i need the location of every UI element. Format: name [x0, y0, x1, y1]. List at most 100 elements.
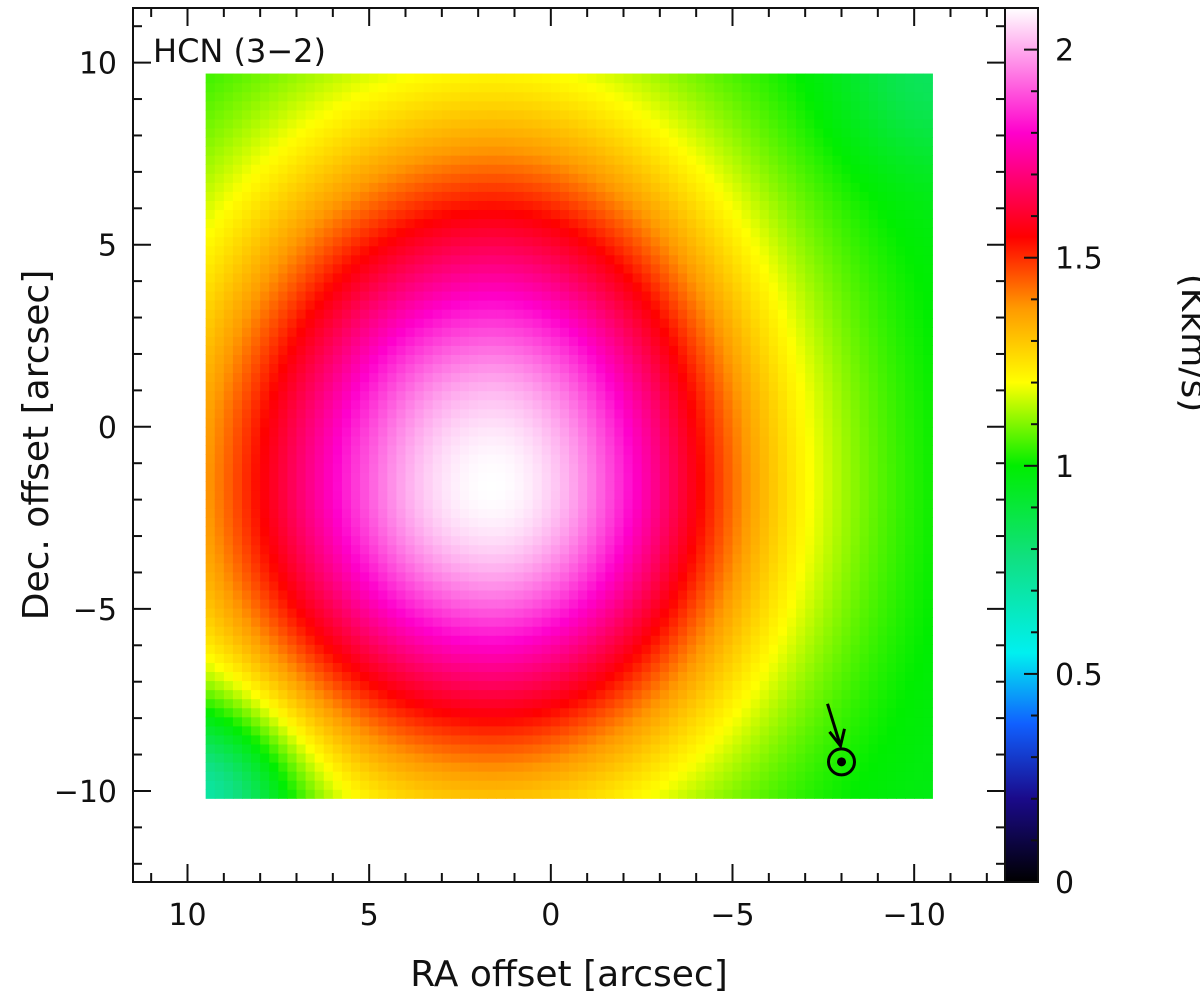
heatmap-cell [414, 136, 425, 147]
heatmap-cell [232, 553, 243, 564]
heatmap-cell [223, 553, 234, 564]
heatmap-cell [369, 535, 379, 546]
heatmap-cell [223, 254, 234, 265]
heatmap-cell [369, 182, 379, 192]
heatmap-cell [550, 417, 561, 428]
heatmap-cell [423, 454, 434, 464]
heatmap-cell [369, 254, 379, 265]
heatmap-cell [605, 345, 616, 355]
heatmap-cell [396, 617, 407, 627]
heatmap-cell [478, 526, 488, 537]
heatmap-cell [378, 598, 388, 609]
heatmap-cell [405, 118, 416, 129]
heatmap-cell [641, 635, 652, 645]
heatmap-cell [714, 164, 725, 174]
heatmap-cell [541, 236, 552, 247]
heatmap-cell [632, 109, 643, 120]
heatmap-cell [696, 109, 706, 120]
heatmap-cell [341, 553, 352, 564]
heatmap-cell [369, 526, 379, 537]
heatmap-cell [432, 626, 443, 636]
heatmap-cell [587, 109, 597, 120]
heatmap-cell [559, 526, 570, 537]
heatmap-cell [659, 608, 670, 618]
heatmap-cell [369, 589, 379, 600]
heatmap-cell [269, 544, 279, 555]
heatmap-cell [659, 725, 670, 736]
heatmap-cell [732, 743, 743, 754]
heatmap-cell [650, 544, 661, 555]
heatmap-cell [296, 109, 307, 120]
heatmap-cell [650, 499, 661, 509]
heatmap-cell [641, 345, 652, 355]
heatmap-cell [260, 562, 270, 573]
heatmap-cell [478, 734, 488, 745]
heatmap-cell [605, 617, 616, 627]
heatmap-cell [541, 472, 552, 482]
heatmap-cell [623, 526, 634, 537]
heatmap-cell [360, 200, 370, 211]
heatmap-cell [432, 173, 443, 183]
heatmap-cell [323, 571, 334, 582]
heatmap-cell [523, 553, 534, 564]
heatmap-cell [605, 381, 616, 392]
heatmap-cell [269, 499, 279, 509]
heatmap-cell [596, 354, 606, 365]
heatmap-cell [242, 191, 252, 201]
heatmap-cell [260, 771, 270, 781]
heatmap-cell [759, 789, 770, 799]
heatmap-cell [550, 363, 561, 374]
heatmap-cell [314, 417, 325, 428]
heatmap-cell [232, 127, 243, 138]
heatmap-cell [605, 173, 616, 183]
heatmap-cell [487, 227, 497, 238]
heatmap-cell [369, 743, 379, 754]
heatmap-cell [432, 526, 443, 537]
heatmap-cell [623, 155, 634, 165]
heatmap-cell [741, 290, 752, 301]
heatmap-cell [696, 707, 706, 718]
heatmap-cell [532, 490, 543, 500]
heatmap-cell [732, 571, 743, 582]
heatmap-cell [496, 481, 507, 491]
heatmap-cell [296, 671, 307, 682]
heatmap-cell [251, 164, 261, 174]
heatmap-cell [360, 408, 370, 419]
heatmap-cell [687, 136, 697, 147]
heatmap-cell [287, 136, 298, 147]
heatmap-cell [314, 200, 325, 211]
heatmap-cell [251, 771, 261, 781]
heatmap-cell [305, 272, 316, 283]
heatmap-cell [678, 608, 688, 618]
heatmap-cell [287, 653, 298, 663]
heatmap-cell [323, 617, 334, 627]
heatmap-cell [369, 435, 379, 446]
heatmap-cell [505, 553, 516, 564]
heatmap-cell [396, 490, 407, 500]
heatmap-cell [232, 725, 243, 736]
heatmap-cell [341, 499, 352, 509]
heatmap-cell [541, 318, 552, 328]
heatmap-cell [450, 526, 461, 537]
heatmap-cell [514, 454, 525, 464]
heatmap-cell [650, 444, 661, 455]
heatmap-cell [396, 608, 407, 618]
heatmap-cell [441, 399, 452, 410]
heatmap-cell [387, 200, 398, 211]
heatmap-cell [423, 127, 434, 138]
heatmap-cell [532, 408, 543, 419]
heatmap-cell [687, 263, 697, 274]
heatmap-cell [569, 689, 579, 700]
heatmap-cell [296, 743, 307, 754]
heatmap-cell [223, 390, 234, 401]
heatmap-cell [251, 345, 261, 355]
heatmap-cell [469, 626, 479, 636]
heatmap-cell [369, 671, 379, 682]
heatmap-cell [405, 281, 416, 292]
heatmap-cell [405, 698, 416, 709]
heatmap-cell [641, 589, 652, 600]
heatmap-cell [705, 716, 715, 727]
heatmap-cell [378, 91, 388, 102]
heatmap-cell [341, 426, 352, 437]
heatmap-cell [596, 155, 606, 165]
